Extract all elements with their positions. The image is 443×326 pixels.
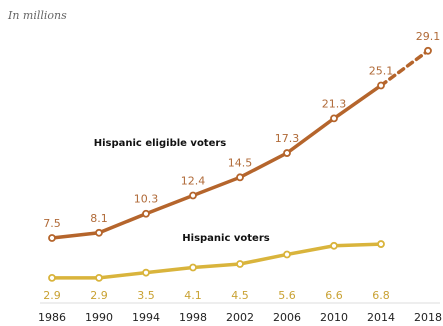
series-annotation: Hispanic voters <box>182 233 269 244</box>
series-line <box>50 83 383 240</box>
point <box>189 191 197 200</box>
x-tick-label: 1994 <box>132 311 160 324</box>
point <box>189 263 197 272</box>
point <box>424 46 432 55</box>
point <box>377 81 385 90</box>
x-tick-label: 2014 <box>367 311 395 324</box>
value-label: 2.9 <box>43 289 61 302</box>
x-tick-label: 2002 <box>226 311 254 324</box>
point <box>95 273 103 282</box>
x-tick-label: 2006 <box>273 311 301 324</box>
point <box>330 241 338 250</box>
value-label: 5.6 <box>278 289 296 302</box>
x-tick-label: 2018 <box>414 311 442 324</box>
point <box>330 114 338 123</box>
value-label: 17.3 <box>275 132 300 145</box>
point <box>283 250 291 259</box>
point <box>95 228 103 237</box>
x-tick-label: 1998 <box>179 311 207 324</box>
point <box>142 209 150 218</box>
x-tick-label: 1986 <box>38 311 66 324</box>
x-tick-label: 1990 <box>85 311 113 324</box>
series-line <box>50 242 383 280</box>
value-label: 10.3 <box>134 193 159 206</box>
value-label: 3.5 <box>137 289 155 302</box>
value-label: 8.1 <box>90 212 108 225</box>
value-label: 7.5 <box>43 217 61 230</box>
point <box>142 268 150 277</box>
x-tick-label: 2010 <box>320 311 348 324</box>
value-label: 4.1 <box>184 289 202 302</box>
point <box>48 234 56 242</box>
point <box>48 273 56 282</box>
value-label: 2.9 <box>90 289 108 302</box>
chart-subtitle: In millions <box>7 9 67 22</box>
value-label: 25.1 <box>369 64 394 77</box>
value-label: 21.3 <box>322 97 347 110</box>
value-label: 6.8 <box>372 289 390 302</box>
point <box>236 260 244 268</box>
value-label: 6.6 <box>325 289 343 302</box>
value-label: 14.5 <box>228 156 253 169</box>
value-label: 12.4 <box>181 175 206 188</box>
point <box>236 173 244 182</box>
series-annotation: Hispanic eligible voters <box>94 138 227 149</box>
point <box>283 149 291 157</box>
value-label: 4.5 <box>231 289 249 302</box>
value-label: 29.1 <box>416 30 441 43</box>
projection-line <box>379 49 430 88</box>
point <box>377 240 385 248</box>
